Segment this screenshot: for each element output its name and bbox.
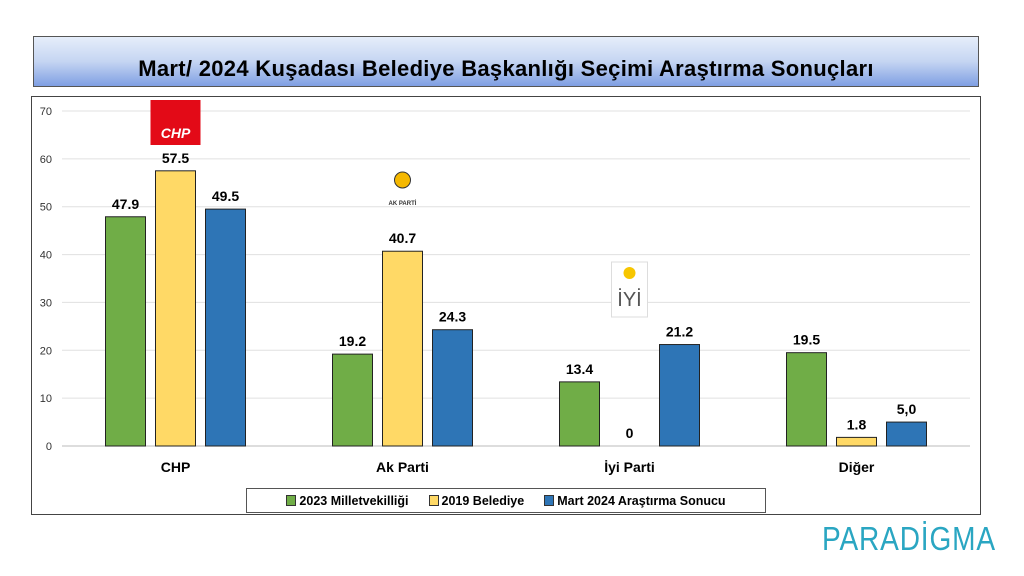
x-tick-label: İyi Parti: [604, 459, 655, 475]
legend-item: 2019 Belediye: [428, 493, 525, 508]
bar: [382, 250, 423, 447]
legend-swatch: [286, 495, 297, 506]
legend-swatch: [428, 495, 439, 506]
bar: [659, 344, 700, 447]
data-label: 49.5: [212, 188, 239, 204]
iyi-logo-text: İYİ: [617, 288, 641, 311]
data-label: 19.2: [339, 333, 366, 349]
chp-logo-text: CHP: [161, 125, 191, 141]
bar: [205, 208, 246, 447]
bar: [105, 216, 146, 447]
data-label: 13.4: [566, 361, 593, 377]
y-tick-label: 70: [40, 106, 52, 118]
bar: [786, 352, 827, 447]
data-label: 21.2: [666, 324, 693, 340]
chp-logo: [150, 100, 201, 145]
x-tick-label: Ak Parti: [376, 459, 429, 475]
data-label: 5,0: [897, 401, 917, 417]
data-label: 0: [626, 425, 634, 441]
y-tick-label: 50: [40, 202, 52, 214]
data-label: 19.5: [793, 332, 820, 348]
data-label: 57.5: [162, 150, 189, 166]
y-tick-label: 30: [40, 297, 52, 309]
x-tick-label: CHP: [161, 459, 191, 475]
legend-item: 2023 Milletvekilliği: [286, 493, 409, 508]
data-label: 47.9: [112, 196, 139, 212]
bar: [432, 329, 473, 447]
legend-label: 2019 Belediye: [441, 493, 525, 508]
bar: [886, 421, 927, 447]
chart-title: Mart/ 2024 Kuşadası Belediye Başkanlığı …: [33, 36, 979, 87]
bar: [332, 353, 373, 447]
ak-parti-logo-text: AK PARTİ: [389, 200, 417, 207]
legend-label: Mart 2024 Araştırma Sonucu: [557, 493, 726, 508]
data-label: 24.3: [439, 309, 466, 325]
bar: [836, 436, 877, 447]
y-tick-label: 10: [40, 393, 52, 405]
chart-title-text: Mart/ 2024 Kuşadası Belediye Başkanlığı …: [138, 56, 874, 81]
bar: [155, 170, 196, 447]
x-tick-label: Diğer: [839, 459, 875, 475]
chart-frame: [31, 96, 981, 515]
y-tick-label: 40: [40, 250, 52, 262]
iyi-sun-icon: [623, 267, 636, 279]
data-label: 1.8: [847, 416, 867, 432]
legend-label: 2023 Milletvekilliği: [299, 493, 409, 508]
y-tick-label: 60: [40, 154, 52, 166]
y-tick-label: 20: [40, 345, 52, 357]
legend: 2023 Milletvekilliği 2019 Belediye Mart …: [246, 488, 766, 513]
ak-parti-bulb-icon: [394, 171, 411, 189]
data-label: 40.7: [389, 230, 416, 246]
legend-swatch: [544, 495, 555, 506]
y-tick-label: 0: [46, 441, 52, 453]
legend-item: Mart 2024 Araştırma Sonucu: [544, 493, 726, 508]
bar: [559, 381, 600, 447]
brand-logo: PARADİGMA: [822, 520, 996, 557]
